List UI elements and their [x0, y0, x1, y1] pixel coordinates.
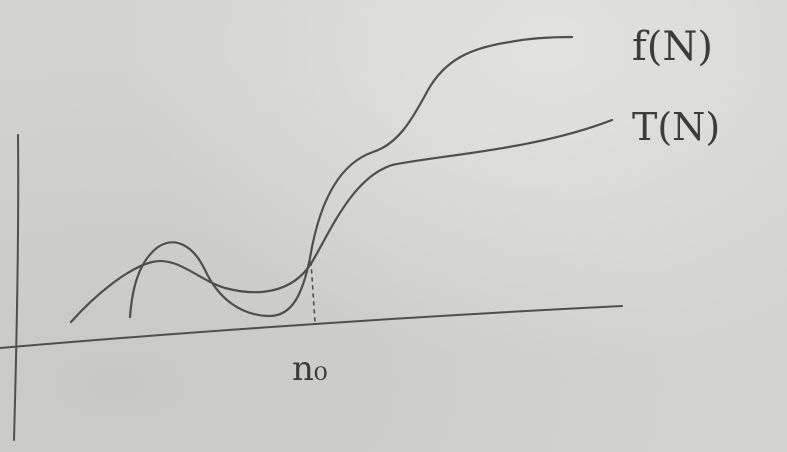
label-n0: n₀	[292, 349, 328, 389]
label-f-of-n: f(N)	[632, 24, 713, 70]
curve-f-of-n	[128, 35, 574, 319]
n0-dotted-line	[310, 261, 316, 323]
y-axis	[13, 134, 20, 441]
x-axis	[0, 305, 623, 349]
label-t-of-n: T(N)	[632, 105, 720, 149]
curve-t-of-n	[69, 118, 614, 324]
